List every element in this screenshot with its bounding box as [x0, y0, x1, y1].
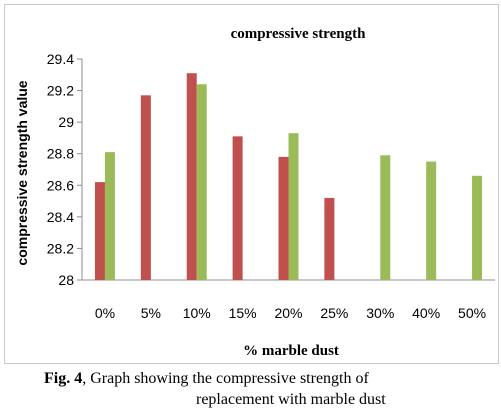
bar-series-2: [288, 133, 299, 280]
bar-series-1: [94, 182, 105, 280]
x-tick-label: 25%: [320, 305, 348, 321]
bar-series-2: [380, 155, 391, 280]
caption-line-1: Fig. 4, Graph showing the compressive st…: [44, 368, 369, 389]
x-tick-label: 30%: [366, 305, 394, 321]
bars-layer: [94, 73, 483, 280]
x-tick-label: 20%: [274, 305, 302, 321]
bar-series-1: [140, 95, 151, 280]
bar-chart: compressive strength compressive strengt…: [14, 26, 495, 359]
bar-series-1: [324, 197, 335, 280]
x-tick-label: 0%: [95, 305, 115, 321]
x-axis-label: % marble dust: [243, 343, 339, 359]
y-tick-label: 29.4: [47, 51, 74, 67]
bar-series-2: [472, 175, 483, 280]
caption-line-1-text: , Graph showing the compressive strength…: [82, 370, 369, 387]
figure-number: Fig. 4: [44, 370, 83, 387]
y-tick-label: 28.8: [47, 146, 74, 162]
bar-series-1: [186, 73, 197, 280]
chart-title: compressive strength: [231, 26, 367, 42]
chart-area: compressive strength compressive strengt…: [4, 4, 499, 364]
x-tick-label: 15%: [229, 305, 257, 321]
y-tick-label: 28: [58, 272, 74, 288]
x-tick-label: 10%: [183, 305, 211, 321]
x-tick-label: 5%: [141, 305, 161, 321]
bar-series-2: [426, 161, 437, 280]
y-axis-label: compressive strength value: [14, 80, 30, 265]
y-tick-label: 29: [58, 114, 74, 130]
tick-labels-layer: 28 28.2 28.4 28.6 28.8 29 29.2 29.4 0% 5% 10% 15% 20…: [47, 51, 486, 321]
y-tick-label: 28.4: [47, 209, 74, 225]
x-tick-label: 50%: [458, 305, 486, 321]
bar-series-2: [196, 84, 207, 280]
bar-series-1: [232, 136, 243, 280]
x-tick-label: 40%: [412, 305, 440, 321]
bar-series-1: [278, 156, 289, 280]
y-tick-label: 28.2: [47, 240, 74, 256]
y-tick-label: 28.6: [47, 177, 74, 193]
caption-line-2: replacement with marble dust: [196, 391, 386, 408]
bar-series-2: [104, 152, 115, 280]
y-tick-label: 29.2: [47, 83, 74, 99]
